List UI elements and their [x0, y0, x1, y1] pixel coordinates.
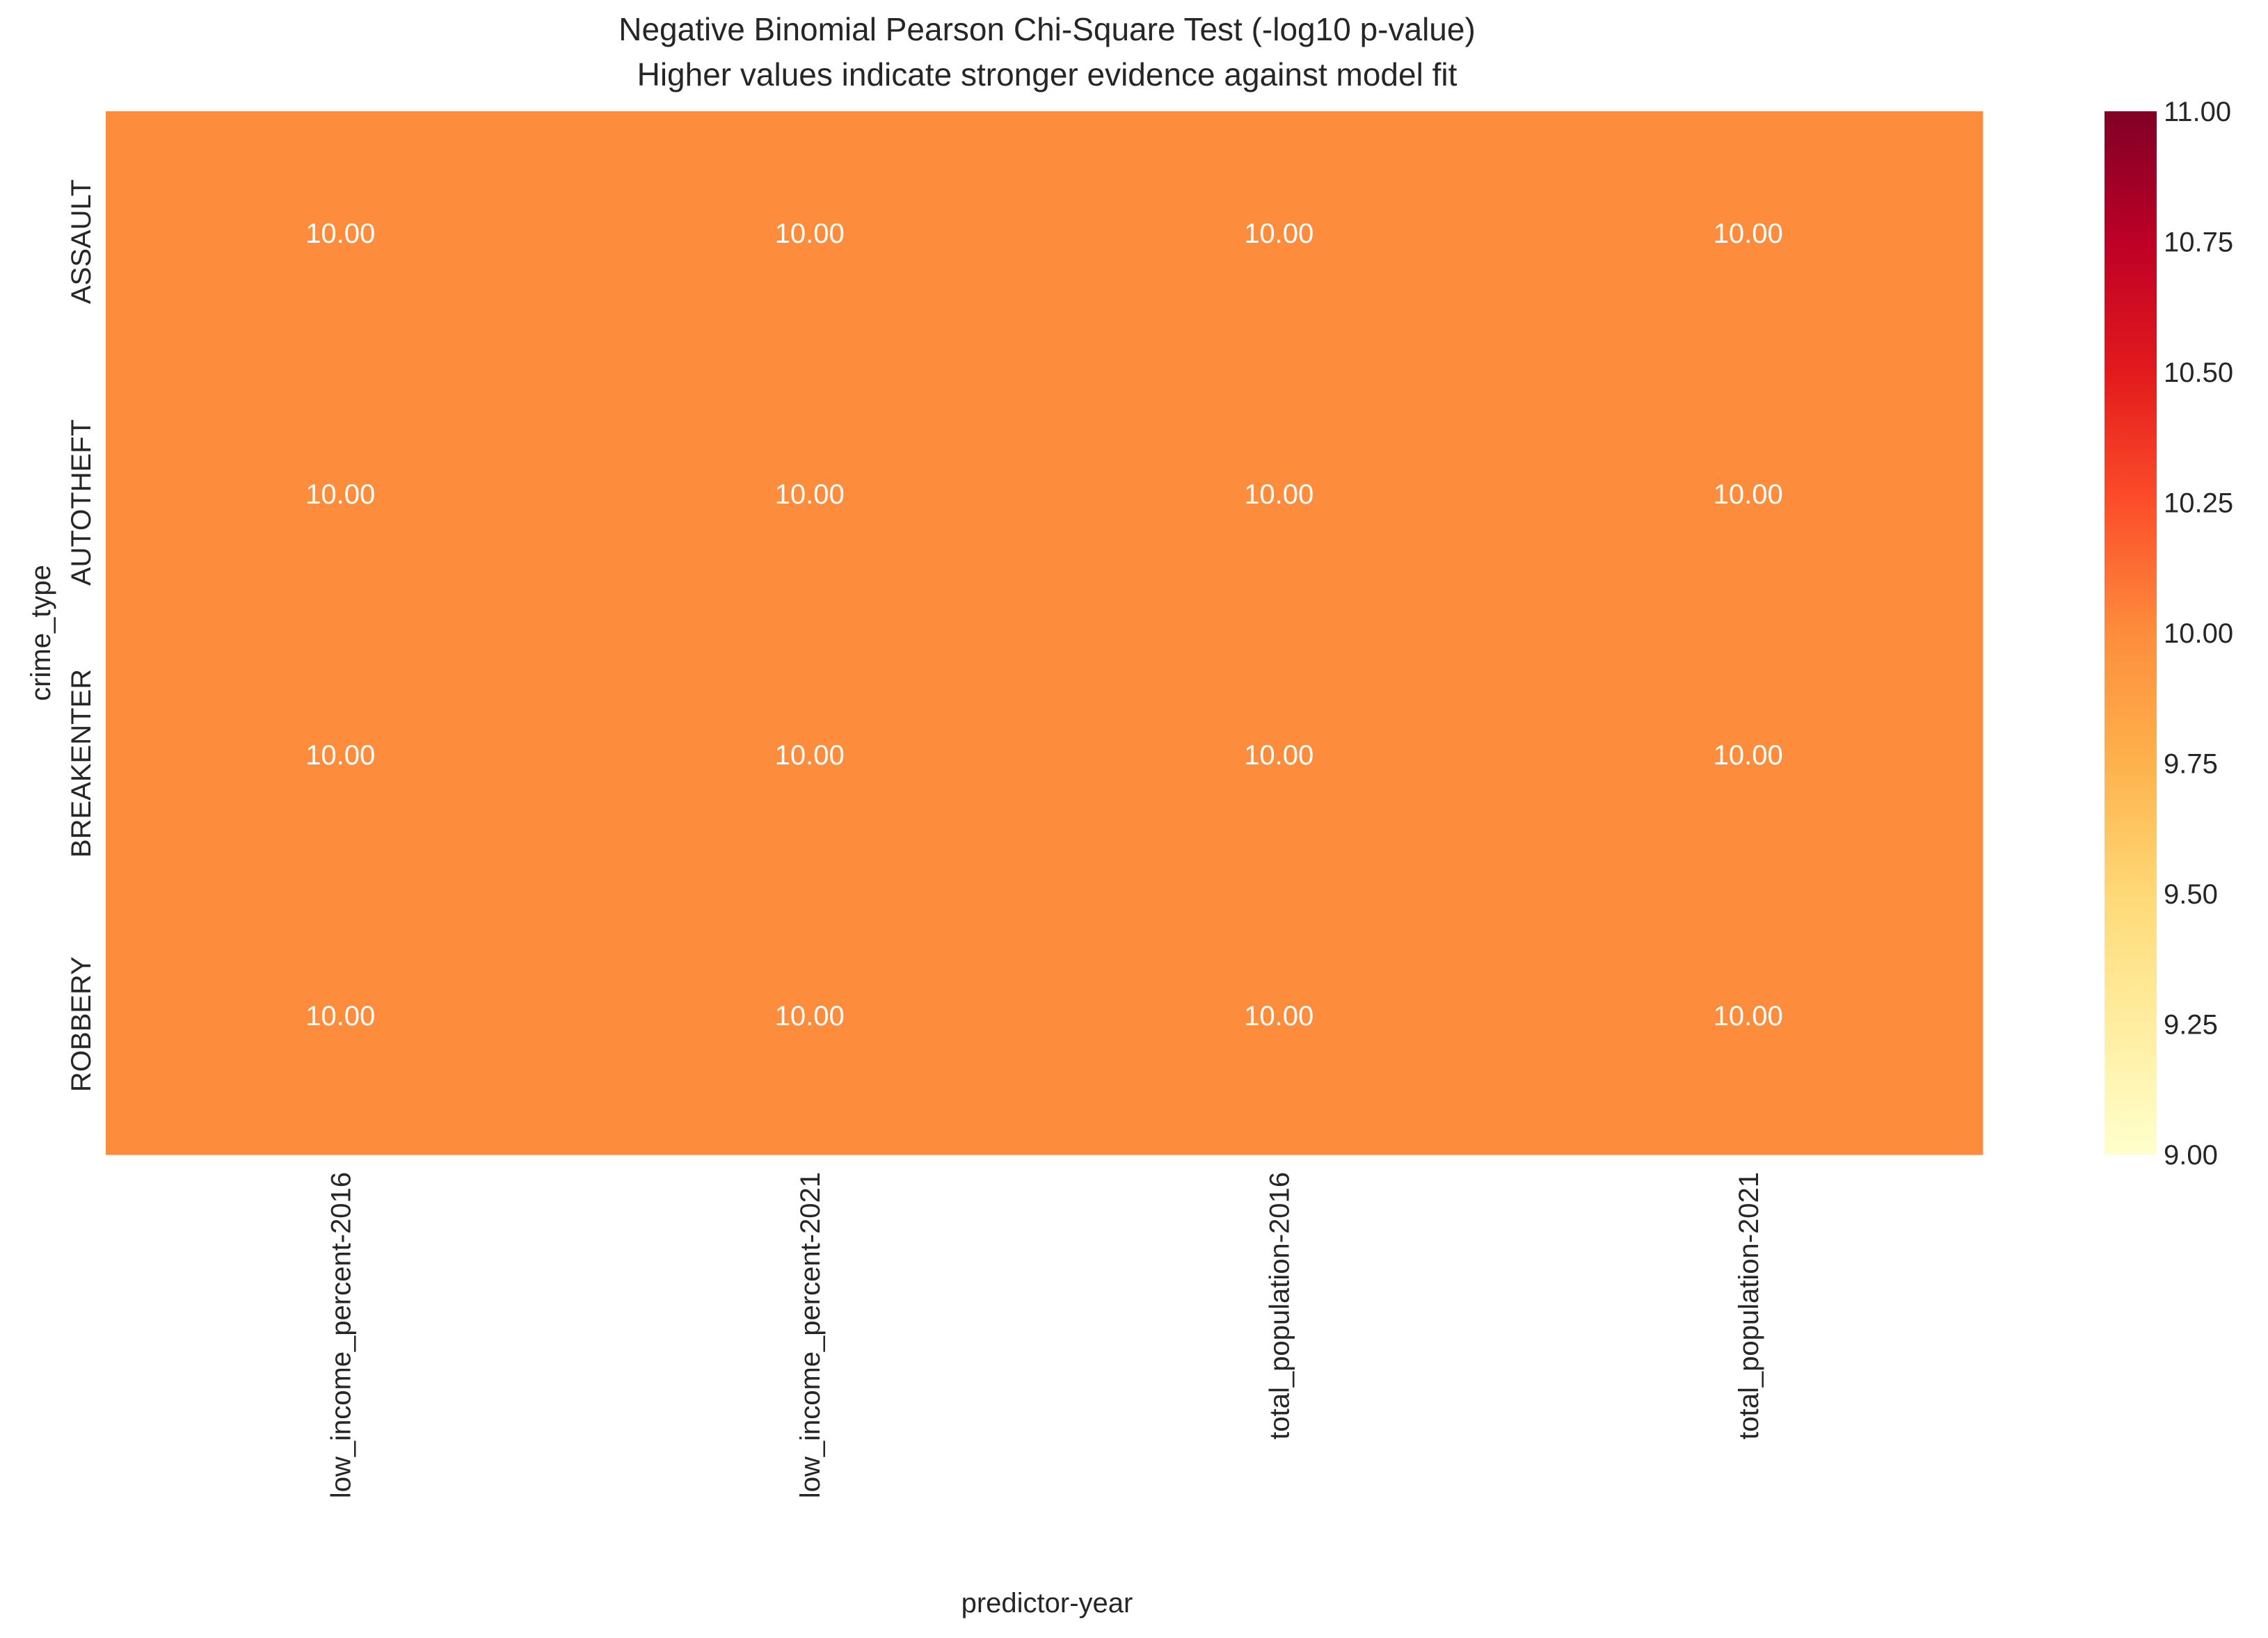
cell-value-label: 10.00 [775, 218, 845, 249]
x-tick-label: low_income_percent-2021 [795, 1172, 826, 1498]
colorbar-tick-label: 9.25 [2164, 1010, 2218, 1041]
heatmap-cell [106, 111, 575, 373]
colorbar-tick-label: 10.25 [2164, 488, 2233, 519]
heatmap-cell [1044, 372, 1514, 634]
heatmap-cell [1044, 111, 1514, 373]
heatmap-cell-labels: 10.00 10.00 10.00 10.00 10.00 10.00 10.00 10.00… [305, 218, 1783, 1031]
colorbar-tick-label: 11.00 [2164, 97, 2231, 127]
chart-title: Negative Binomial Pearson Chi-Square Tes… [618, 11, 1476, 47]
heatmap-cell [1513, 111, 1983, 373]
cell-value-label: 10.00 [1714, 1001, 1783, 1031]
colorbar-tick-label: 10.50 [2164, 358, 2233, 388]
x-axis-label: predictor-year [961, 1588, 1133, 1619]
x-tick-labels: low_income_percent-2016 low_income_percen… [326, 1172, 1764, 1498]
heatmap-cell [575, 111, 1045, 373]
heatmap-cell [575, 633, 1045, 894]
x-tick-label: total_population-2016 [1264, 1172, 1295, 1440]
cell-value-label: 10.00 [305, 479, 375, 510]
heatmap-cell [106, 372, 575, 634]
chart-subtitle: Higher values indicate stronger evidence… [637, 56, 1458, 93]
cell-value-label: 10.00 [305, 218, 375, 249]
x-tick-label: low_income_percent-2016 [326, 1172, 356, 1498]
y-tick-labels: ASSAULT AUTOTHEFT BREAKENTER ROBBERY [66, 179, 97, 1092]
cell-value-label: 10.00 [1244, 218, 1313, 249]
colorbar-tick-label: 9.00 [2164, 1140, 2218, 1171]
heatmap-cell [106, 633, 575, 894]
heatmap-cell [1513, 372, 1983, 634]
colorbar-tick-label: 9.50 [2164, 879, 2218, 910]
heatmap-cell [1513, 894, 1983, 1155]
colorbar-tick-label: 10.75 [2164, 227, 2233, 258]
colorbar-tick-labels: 9.00 9.25 9.50 9.75 10.00 10.25 10.50 10.75 11.0… [2164, 97, 2233, 1171]
cell-value-label: 10.00 [775, 1001, 845, 1031]
y-tick-label: AUTOTHEFT [66, 419, 97, 586]
cell-value-label: 10.00 [1244, 479, 1313, 510]
y-tick-label: ASSAULT [66, 179, 97, 304]
cell-value-label: 10.00 [775, 479, 845, 510]
heatmap-cell [106, 894, 575, 1155]
colorbar-tick-label: 9.75 [2164, 749, 2218, 780]
cell-value-label: 10.00 [1714, 479, 1783, 510]
heatmap-cell [575, 372, 1045, 634]
cell-value-label: 10.00 [1714, 740, 1783, 771]
x-tick-label: total_population-2021 [1734, 1172, 1764, 1440]
heatmap-cell [575, 894, 1045, 1155]
y-tick-label: ROBBERY [66, 956, 97, 1092]
y-axis-label: crime_type [26, 565, 56, 701]
cell-value-label: 10.00 [1244, 740, 1313, 771]
colorbar [2105, 111, 2157, 1155]
heatmap-cell [1044, 633, 1514, 894]
y-tick-label: BREAKENTER [66, 669, 97, 858]
colorbar-tick-label: 10.00 [2164, 618, 2233, 649]
cell-value-label: 10.00 [1244, 1001, 1313, 1031]
cell-value-label: 10.00 [1714, 218, 1783, 249]
heatmap-cell [1044, 894, 1514, 1155]
heatmap-cell [1513, 633, 1983, 894]
cell-value-label: 10.00 [305, 1001, 375, 1031]
heatmap-cells [106, 111, 1983, 1155]
cell-value-label: 10.00 [305, 740, 375, 771]
cell-value-label: 10.00 [775, 740, 845, 771]
